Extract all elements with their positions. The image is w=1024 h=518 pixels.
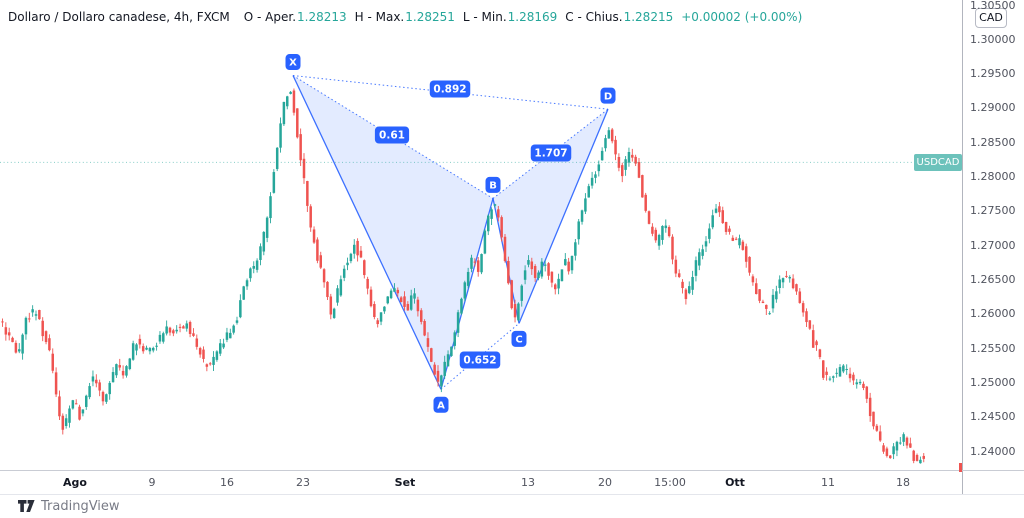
time-axis-border-bottom [0,494,1024,495]
time-axis-label: 20 [598,476,612,489]
pattern-point-badge-B[interactable]: B [485,176,501,193]
pattern-point-badge-X[interactable]: X [285,54,301,71]
candles [1,88,925,464]
pattern-ratio-badge[interactable]: 0.652 [459,351,501,369]
svg-text:C: C [515,334,522,345]
time-axis-border-top [0,470,1024,471]
pattern-point-badge-A[interactable]: A [433,396,449,413]
svg-text:0.892: 0.892 [433,84,466,96]
ohlc-high: H - Max.1.28251 [354,10,455,24]
svg-text:X: X [289,58,297,69]
price-axis-label: 1.28500 [970,135,1016,149]
price-axis-label: 1.30000 [970,32,1016,46]
tradingview-logo[interactable]: TradingView [18,499,120,514]
price-axis-label: 1.26000 [970,307,1016,321]
price-axis-label: 1.27500 [970,204,1016,218]
time-axis-label: 18 [896,476,910,489]
time-axis-label: 11 [821,476,835,489]
price-axis-label: 1.28000 [970,170,1016,184]
pattern-ratio-badge[interactable]: 1.707 [530,144,572,162]
time-axis-label: 9 [148,476,156,489]
price-axis-label: 1.29500 [970,67,1016,81]
pattern-ratio-badge[interactable]: 0.61 [374,126,410,144]
ohlc-open: O - Aper.1.28213 [243,10,347,24]
chart-legend[interactable]: Dollaro / Dollaro canadese, 4h, FXCM O -… [8,10,802,24]
last-price-axis-tick [959,463,962,472]
symbol-title: Dollaro / Dollaro canadese, 4h, FXCM [8,10,230,24]
time-axis-label: Set [394,476,416,489]
price-axis-label: 1.24000 [970,444,1016,458]
price-axis-label: 1.24500 [970,410,1016,424]
time-axis-label: 15:00 [654,476,686,489]
price-axis-label: 1.25500 [970,341,1016,355]
price-axis-label: 1.29000 [970,101,1016,115]
time-axis-label: 16 [220,476,234,489]
last-price-symbol-badge: USDCAD [914,153,962,171]
ohlc-close: C - Chius.1.28215 [565,10,674,24]
svg-text:D: D [604,91,612,102]
pattern-ratio-badge[interactable]: 0.892 [429,80,471,98]
price-axis-border [962,0,963,494]
currency-toggle-badge[interactable]: CAD [975,8,1007,28]
svg-text:A: A [437,400,445,411]
pattern-point-badges[interactable]: X A B C D [285,54,616,413]
svg-text:0.61: 0.61 [379,130,405,142]
time-axis-label: Ago [63,476,87,489]
pattern-point-badge-C[interactable]: C [511,330,527,347]
ohlc-low: L - Min.1.28169 [462,10,558,24]
price-axis-label: 1.30500 [970,0,1016,12]
svg-text:B: B [489,181,497,192]
tradingview-logo-icon [18,500,35,512]
time-axis-label: Ott [725,476,745,489]
time-axis-label: 13 [521,476,535,489]
svg-text:1.707: 1.707 [534,148,567,160]
time-axis-label: 23 [296,476,310,489]
svg-text:0.652: 0.652 [463,355,496,367]
price-axis-label: 1.25000 [970,376,1016,390]
price-axis-label: 1.26500 [970,273,1016,287]
pattern-fills [293,75,608,390]
price-axis-label: 1.27000 [970,238,1016,252]
pattern-ratio-badges[interactable]: 0.892 0.61 1.707 0.652 [374,80,572,369]
price-change: +0.00002 (+0.00%) [681,10,803,24]
pattern-point-badge-D[interactable]: D [600,87,616,104]
